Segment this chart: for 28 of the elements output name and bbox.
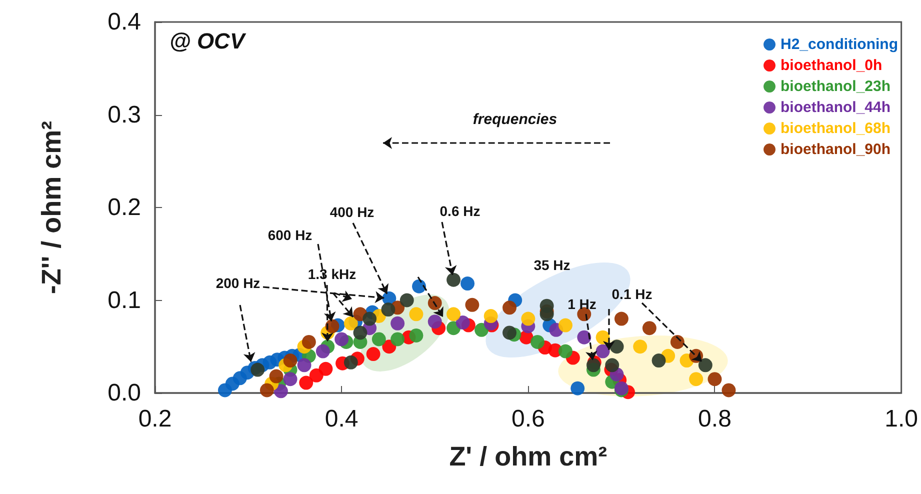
annotation: 200 Hz bbox=[216, 275, 260, 291]
legend-label: H2_conditioning bbox=[780, 36, 898, 53]
annotation: 35 Hz bbox=[534, 257, 570, 273]
x-axis-title: Z' / ohm cm² bbox=[449, 442, 608, 472]
x-tick-label: 0.2 bbox=[138, 406, 172, 432]
y-axis-title: -Z'' / ohm cm² bbox=[36, 120, 66, 294]
annotation: @ OCV bbox=[169, 28, 247, 54]
annotation: frequencies bbox=[472, 111, 558, 128]
legend-label: bioethanol_68h bbox=[780, 120, 891, 137]
legend-label: bioethanol_0h bbox=[780, 57, 882, 74]
annotation: 400 Hz bbox=[330, 204, 374, 220]
x-tick-label: 0.6 bbox=[511, 406, 545, 432]
annotation: 0.1 Hz bbox=[612, 286, 652, 302]
annotation: 1.3 kHz bbox=[308, 266, 356, 282]
annotation: 1 Hz bbox=[568, 296, 596, 312]
x-tick-label: 1.0 bbox=[884, 406, 918, 432]
x-tick-label: 0.4 bbox=[324, 406, 358, 432]
legend-label: bioethanol_44h bbox=[780, 99, 891, 116]
legend-label: bioethanol_90h bbox=[780, 141, 891, 158]
annotation: 0.6 Hz bbox=[440, 203, 480, 219]
y-tick-label: 0.1 bbox=[108, 286, 141, 314]
y-tick-label: 0.0 bbox=[108, 380, 141, 406]
y-tick-label: 0.2 bbox=[108, 194, 141, 221]
y-tick-label: 0.4 bbox=[108, 8, 141, 36]
x-tick-label: 0.8 bbox=[698, 406, 732, 432]
y-tick-label: 0.3 bbox=[108, 101, 141, 128]
legend-label: bioethanol_23h bbox=[780, 78, 891, 95]
annotation: 600 Hz bbox=[268, 227, 312, 243]
